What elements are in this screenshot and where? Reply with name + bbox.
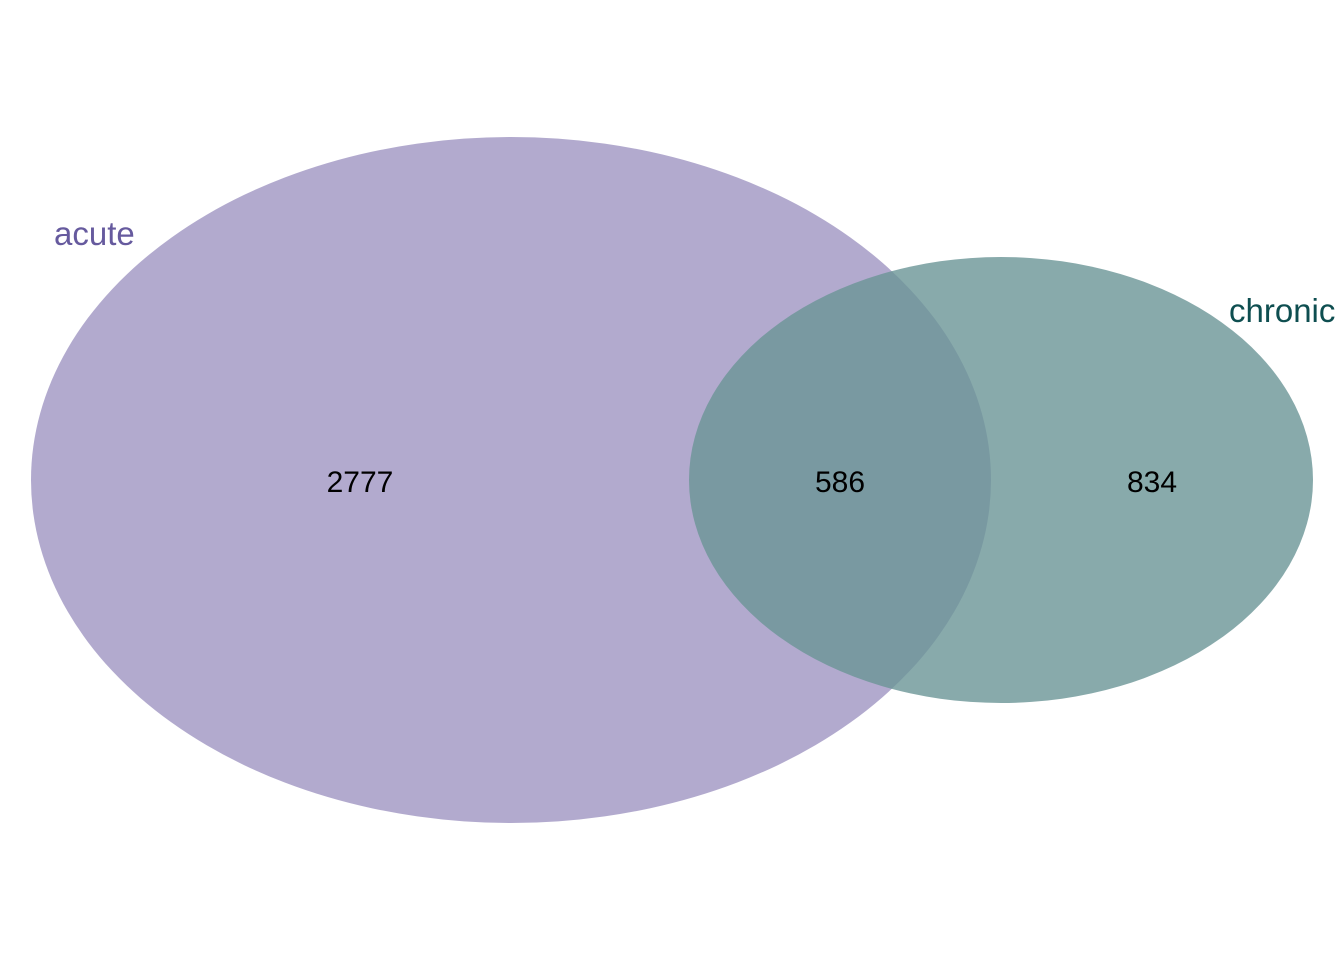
overlap-count: 586	[815, 466, 865, 499]
acute-set-ellipse	[31, 137, 991, 823]
chronic-set-ellipse	[689, 257, 1313, 703]
acute-set-label: acute	[54, 215, 135, 252]
chronic-only-count: 834	[1127, 466, 1177, 499]
chronic-set-label: chronic	[1229, 292, 1335, 329]
acute-only-count: 2777	[327, 466, 394, 499]
